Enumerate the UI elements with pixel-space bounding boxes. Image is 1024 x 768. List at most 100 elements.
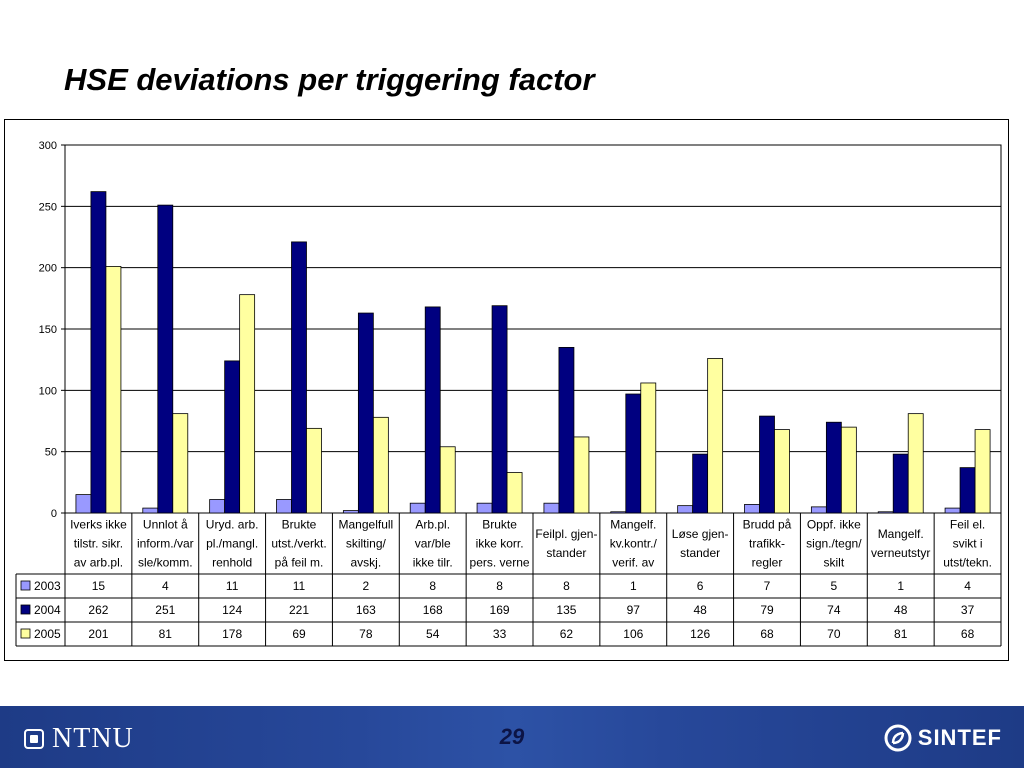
bar-2005-3 <box>306 427 322 514</box>
category-label: Oppf. ikke <box>807 518 861 532</box>
y-tick-label: 200 <box>39 263 57 275</box>
page-number: 29 <box>499 724 525 749</box>
category-label: regler <box>752 556 783 570</box>
bar-2005-9 <box>707 358 724 514</box>
bar-2004-9 <box>692 453 709 514</box>
category-label: renhold <box>212 556 252 570</box>
category-label: skilt <box>824 556 845 570</box>
bar-2003-8 <box>610 511 627 514</box>
bar-2005-10 <box>774 429 790 514</box>
table-value-2004: 124 <box>222 603 242 617</box>
sintef-logo-icon <box>884 724 912 752</box>
table-value-2004: 169 <box>490 603 510 617</box>
legend-swatch-2004 <box>20 604 31 615</box>
category-label: Uryd. arb. <box>206 518 259 532</box>
table-value-2005: 54 <box>426 627 440 641</box>
table-value-2003: 1 <box>897 579 904 593</box>
table-value-2004: 97 <box>627 603 641 617</box>
category-label: Feilpl. gjen- <box>535 527 597 541</box>
category-label: Mangelf. <box>610 518 656 532</box>
bar-2004-13 <box>959 467 976 514</box>
category-label: Brudd på <box>743 518 792 532</box>
bar-2005-7 <box>573 436 590 514</box>
table-value-2003: 6 <box>697 579 704 593</box>
bar-2004-12 <box>892 453 909 514</box>
y-tick-label: 300 <box>39 140 57 152</box>
bar-2003-12 <box>877 511 894 514</box>
bar-2003-7 <box>543 502 560 514</box>
legend-label-2005: 2005 <box>34 627 61 641</box>
category-label: pers. verne <box>470 556 530 570</box>
bar-2005-6 <box>506 472 523 514</box>
table-value-2003: 8 <box>563 579 570 593</box>
table-value-2005: 69 <box>292 627 306 641</box>
bar-2003-10 <box>744 504 760 514</box>
y-tick-label: 0 <box>51 508 57 520</box>
table-value-2005: 126 <box>690 627 710 641</box>
legend-label-2003: 2003 <box>34 579 61 593</box>
table-value-2003: 8 <box>429 579 436 593</box>
category-label: verneutstyr <box>871 546 930 560</box>
category-label: ikke tilr. <box>413 556 453 570</box>
bar-2003-6 <box>476 502 493 514</box>
table-value-2003: 15 <box>92 579 106 593</box>
table-value-2004: 168 <box>423 603 443 617</box>
table-value-2005: 81 <box>159 627 173 641</box>
y-tick-label: 50 <box>45 447 57 459</box>
slide-title: HSE deviations per triggering factor <box>64 62 595 97</box>
category-label: på feil m. <box>275 556 324 570</box>
category-label: utst/tekn. <box>943 556 992 570</box>
category-label: kv.kontr./ <box>610 537 658 551</box>
bar-2005-1 <box>172 413 189 514</box>
legend-swatch-2005 <box>20 628 31 639</box>
bar-2004-11 <box>825 421 842 514</box>
table-value-2005: 106 <box>623 627 643 641</box>
category-label: Mangelfull <box>339 518 394 532</box>
category-label: Feil el. <box>950 518 985 532</box>
bar-2005-5 <box>439 446 456 514</box>
bar-2004-6 <box>491 305 508 514</box>
table-value-2003: 4 <box>162 579 169 593</box>
bar-2005-11 <box>840 426 857 514</box>
category-label: Løse gjen- <box>672 527 729 541</box>
y-tick-label: 150 <box>39 324 57 336</box>
category-label: trafikk- <box>749 537 785 551</box>
bar-2003-13 <box>944 507 961 514</box>
bar-2005-0 <box>105 266 122 514</box>
category-label: inform./var <box>137 537 194 551</box>
table-value-2004: 135 <box>556 603 576 617</box>
table-value-2004: 79 <box>760 603 774 617</box>
table-value-2004: 37 <box>961 603 975 617</box>
y-tick-label: 250 <box>39 201 57 213</box>
category-label: Brukte <box>482 518 517 532</box>
sintef-logo: SINTEF <box>884 723 1002 753</box>
category-label: ikke korr. <box>476 537 524 551</box>
footer-bar: NTNU 29 SINTEF <box>0 706 1024 768</box>
table-value-2005: 68 <box>961 627 975 641</box>
category-label: sle/komm. <box>138 556 193 570</box>
table-value-2004: 48 <box>894 603 908 617</box>
table-value-2004: 74 <box>827 603 841 617</box>
category-label: Brukte <box>282 518 317 532</box>
hse-deviation-chart: 0 50 100 150 200 250 300 Iverks ikke tilstr. sik… <box>15 140 1002 647</box>
bar-2005-2 <box>239 294 256 514</box>
category-label: Mangelf. <box>878 527 924 541</box>
bar-2004-4 <box>357 312 374 514</box>
bar-2005-4 <box>372 416 389 514</box>
ntnu-logo-text: NTNU <box>52 723 134 754</box>
bar-2003-3 <box>276 499 292 514</box>
bar-2004-2 <box>224 360 241 514</box>
bar-2004-0 <box>90 191 107 514</box>
category-label: sign./tegn/ <box>806 537 862 551</box>
table-value-2005: 81 <box>894 627 908 641</box>
category-label: stander <box>546 546 586 560</box>
bar-2005-13 <box>974 429 991 514</box>
table-value-2003: 8 <box>496 579 503 593</box>
category-label: verif. av <box>612 556 654 570</box>
bar-2004-8 <box>625 393 642 514</box>
category-label: stander <box>680 546 720 560</box>
bar-2004-3 <box>291 241 307 514</box>
category-label: Iverks ikke <box>70 518 127 532</box>
chart-frame: 0 50 100 150 200 250 300 Iverks ikke tilstr. sik… <box>4 119 1009 661</box>
legend-label-2004: 2004 <box>34 603 61 617</box>
